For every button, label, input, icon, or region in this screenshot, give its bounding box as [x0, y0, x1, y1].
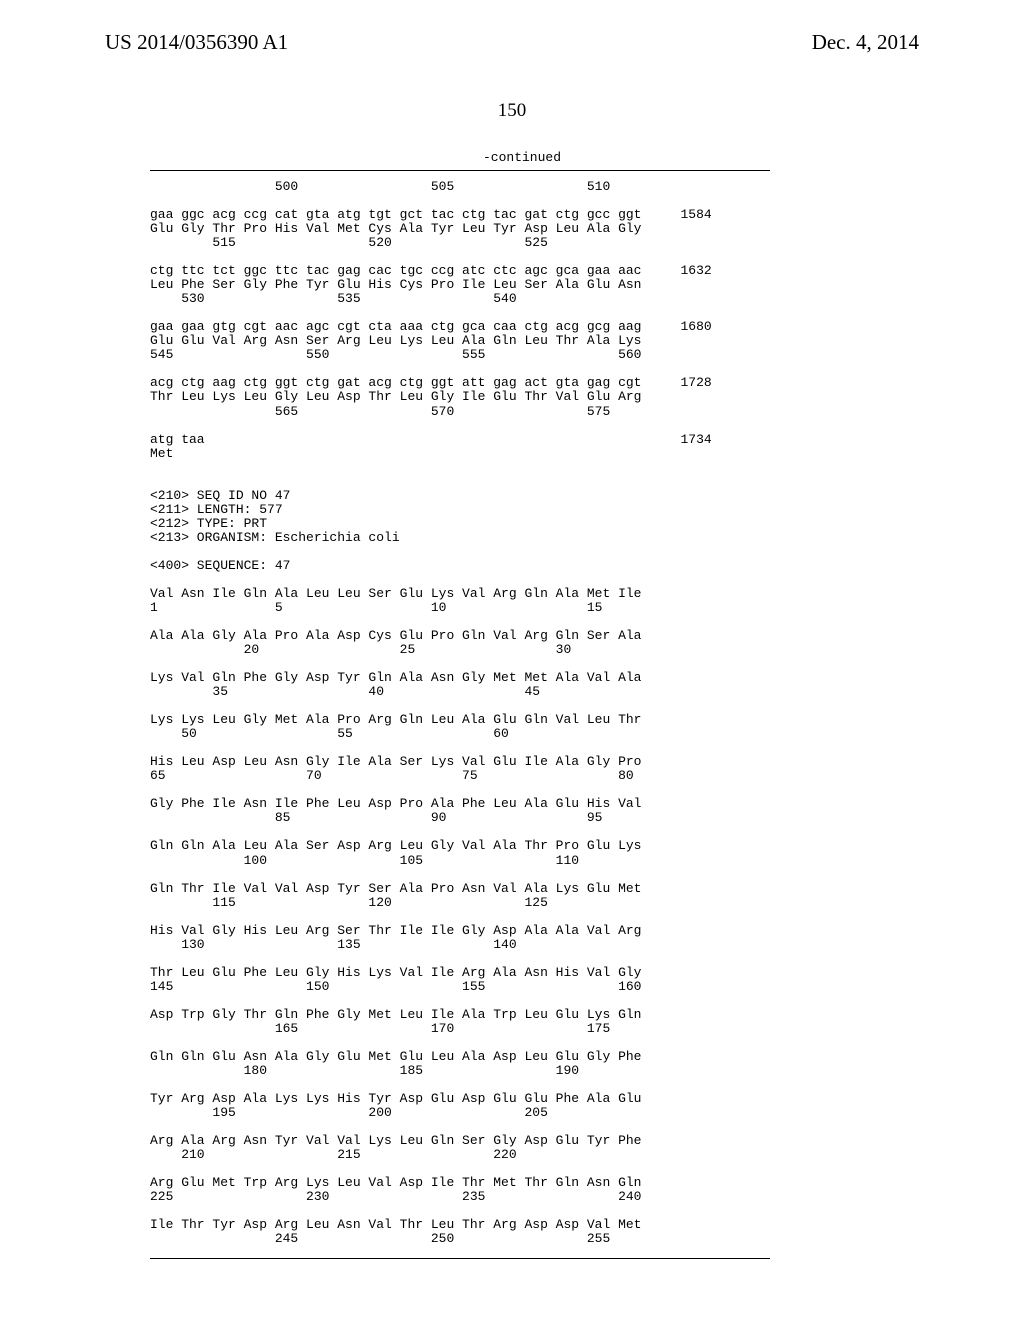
- seq-line: Gly Phe Ile Asn Ile Phe Leu Asp Pro Ala …: [150, 796, 641, 811]
- page: US 2014/0356390 A1 Dec. 4, 2014 150 -con…: [0, 0, 1024, 1320]
- seq-line: 145 150 155 160: [150, 979, 641, 994]
- seq-line: gaa ggc acg ccg cat gta atg tgt gct tac …: [150, 207, 712, 222]
- seq-line: Leu Phe Ser Gly Phe Tyr Glu His Cys Pro …: [150, 277, 641, 292]
- seq-line: 35 40 45: [150, 684, 540, 699]
- seq-line: 245 250 255: [150, 1231, 610, 1246]
- seq-line: Lys Val Gln Phe Gly Asp Tyr Gln Ala Asn …: [150, 670, 641, 685]
- rule-top: [150, 170, 770, 171]
- seq-line: 100 105 110: [150, 853, 579, 868]
- continued-label: -continued: [483, 150, 561, 165]
- seq-line: <212> TYPE: PRT: [150, 516, 267, 531]
- seq-line: 165 170 175: [150, 1021, 610, 1036]
- seq-line: <210> SEQ ID NO 47: [150, 488, 290, 503]
- seq-line: Gln Thr Ile Val Val Asp Tyr Ser Ala Pro …: [150, 881, 641, 896]
- seq-line: Glu Glu Val Arg Asn Ser Arg Leu Lys Leu …: [150, 333, 641, 348]
- seq-line: 65 70 75 80: [150, 768, 634, 783]
- seq-line: Thr Leu Lys Leu Gly Leu Asp Thr Leu Gly …: [150, 389, 641, 404]
- seq-line: Tyr Arg Asp Ala Lys Lys His Tyr Asp Glu …: [150, 1091, 641, 1106]
- seq-line: atg taa 1734: [150, 432, 712, 447]
- seq-line: Asp Trp Gly Thr Gln Phe Gly Met Leu Ile …: [150, 1007, 641, 1022]
- seq-line: acg ctg aag ctg ggt ctg gat acg ctg ggt …: [150, 375, 712, 390]
- seq-line: Glu Gly Thr Pro His Val Met Cys Ala Tyr …: [150, 221, 641, 236]
- seq-line: 500 505 510: [150, 179, 610, 194]
- seq-line: 180 185 190: [150, 1063, 579, 1078]
- sequence-listing: 500 505 510 gaa ggc acg ccg cat gta atg …: [150, 180, 870, 1246]
- header-pubnum: US 2014/0356390 A1: [105, 30, 288, 55]
- seq-line: 50 55 60: [150, 726, 509, 741]
- seq-line: 195 200 205: [150, 1105, 548, 1120]
- seq-line: His Leu Asp Leu Asn Gly Ile Ala Ser Lys …: [150, 754, 641, 769]
- seq-line: 20 25 30: [150, 642, 571, 657]
- seq-line: 130 135 140: [150, 937, 517, 952]
- seq-line: 565 570 575: [150, 404, 610, 419]
- seq-line: Thr Leu Glu Phe Leu Gly His Lys Val Ile …: [150, 965, 641, 980]
- seq-line: Gln Gln Glu Asn Ala Gly Glu Met Glu Leu …: [150, 1049, 641, 1064]
- seq-line: 545 550 555 560: [150, 347, 641, 362]
- page-number: 150: [0, 100, 1024, 122]
- seq-line: ctg ttc tct ggc ttc tac gag cac tgc ccg …: [150, 263, 712, 278]
- seq-line: Arg Ala Arg Asn Tyr Val Val Lys Leu Gln …: [150, 1133, 641, 1148]
- seq-line: 530 535 540: [150, 291, 517, 306]
- seq-line: 515 520 525: [150, 235, 548, 250]
- seq-line: 115 120 125: [150, 895, 548, 910]
- seq-line: Arg Glu Met Trp Arg Lys Leu Val Asp Ile …: [150, 1175, 641, 1190]
- seq-line: <213> ORGANISM: Escherichia coli: [150, 530, 400, 545]
- seq-line: 1 5 10 15: [150, 600, 602, 615]
- seq-line: Gln Gln Ala Leu Ala Ser Asp Arg Leu Gly …: [150, 838, 641, 853]
- seq-line: <211> LENGTH: 577: [150, 502, 283, 517]
- seq-line: Ile Thr Tyr Asp Arg Leu Asn Val Thr Leu …: [150, 1217, 641, 1232]
- seq-line: Val Asn Ile Gln Ala Leu Leu Ser Glu Lys …: [150, 586, 641, 601]
- seq-line: <400> SEQUENCE: 47: [150, 558, 290, 573]
- seq-line: Ala Ala Gly Ala Pro Ala Asp Cys Glu Pro …: [150, 628, 641, 643]
- rule-bottom: [150, 1258, 770, 1259]
- seq-line: 225 230 235 240: [150, 1189, 641, 1204]
- seq-line: Lys Lys Leu Gly Met Ala Pro Arg Gln Leu …: [150, 712, 641, 727]
- seq-line: gaa gaa gtg cgt aac agc cgt cta aaa ctg …: [150, 319, 712, 334]
- seq-line: Met: [150, 446, 173, 461]
- seq-line: 85 90 95: [150, 810, 602, 825]
- seq-line: His Val Gly His Leu Arg Ser Thr Ile Ile …: [150, 923, 641, 938]
- header-date: Dec. 4, 2014: [812, 30, 919, 55]
- seq-line: 210 215 220: [150, 1147, 517, 1162]
